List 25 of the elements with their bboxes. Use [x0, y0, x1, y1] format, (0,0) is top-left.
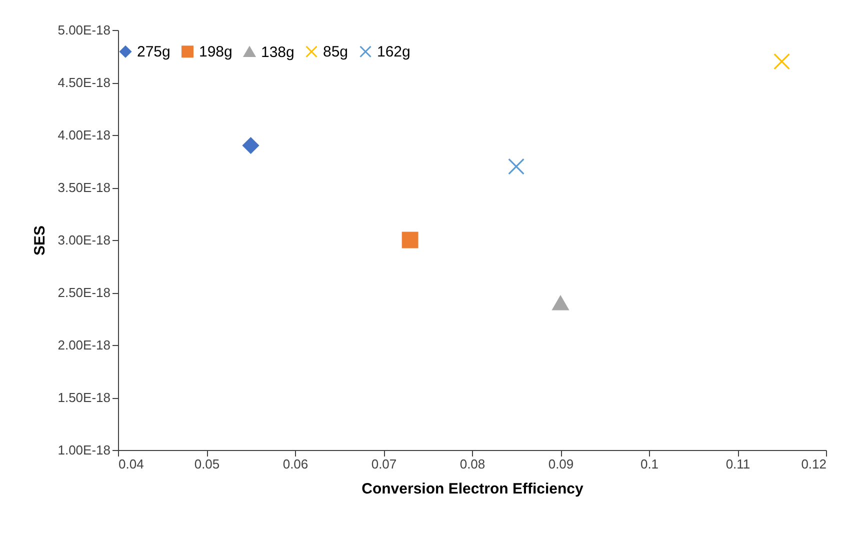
y-tick-label: 2.50E-18 [58, 285, 110, 300]
y-tick-label: 4.50E-18 [58, 75, 110, 90]
x-tick-label: 0.11 [726, 456, 750, 472]
x-tick-label: 0.07 [371, 456, 397, 472]
legend-label: 162g [377, 44, 410, 61]
x-tick-label: 0.06 [282, 456, 308, 472]
y-tick-label: 5.00E-18 [58, 22, 110, 38]
legend-label: 275g [137, 44, 170, 61]
y-tick-label: 1.00E-18 [58, 442, 110, 458]
legend-label: 138g [261, 44, 294, 61]
x-tick-label: 0.09 [548, 456, 574, 472]
y-tick-label: 1.50E-18 [58, 390, 110, 405]
y-tick-label: 3.00E-18 [58, 232, 110, 248]
y-tick-label: 3.50E-18 [58, 180, 110, 195]
x-tick-label: 0.04 [118, 456, 144, 472]
x-tick-label: 0.08 [460, 456, 486, 472]
x-axis-title: Conversion Electron Efficiency [362, 480, 584, 498]
y-tick-label: 2.00E-18 [58, 338, 110, 352]
legend-label: 198g [199, 44, 232, 61]
x-tick-label: 0.1 [640, 456, 659, 472]
y-axis-title: SES [32, 225, 49, 256]
y-tick-label: 4.00E-18 [58, 128, 110, 142]
legend-label: 85g [323, 44, 348, 61]
x-tick-label: 0.12 [801, 456, 826, 472]
x-tick-label: 0.05 [194, 456, 220, 472]
